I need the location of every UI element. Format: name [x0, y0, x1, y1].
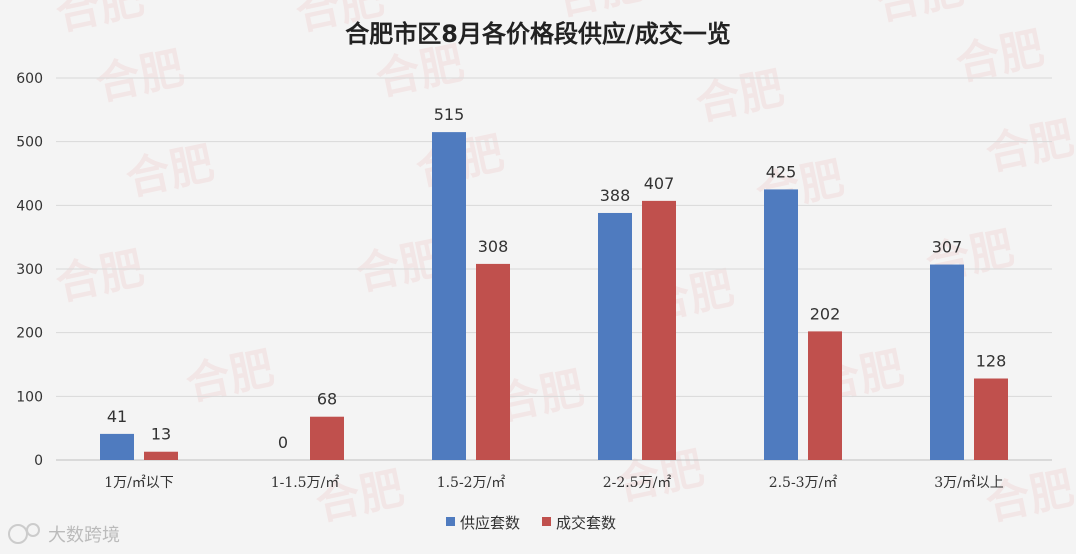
data-label-deal-1: 13	[151, 425, 171, 444]
bar-supply-3	[432, 132, 466, 460]
legend-label-1: 供应套数	[460, 514, 520, 532]
watermark-9: 合肥	[122, 138, 219, 206]
bar-deal-2	[310, 416, 344, 460]
y-tick-label-200: 200	[16, 326, 43, 342]
bar-series: 41 13 0 68 515 308 388 407 425 202 307 128	[100, 105, 1008, 461]
bar-deal-1	[144, 451, 178, 460]
watermark-1: 合肥	[52, 0, 149, 41]
data-label-deal-5: 202	[810, 304, 841, 323]
watermark-12: 合肥	[982, 113, 1076, 181]
bar-supply-4	[598, 212, 632, 460]
data-label-supply-4: 388	[600, 186, 631, 205]
y-tick-label-100: 100	[16, 389, 43, 405]
watermark-20: 合肥	[982, 463, 1076, 531]
x-category-label-6: 3万/㎡以上	[934, 475, 1004, 491]
watermark-5: 合肥	[92, 43, 189, 111]
brand-logo: 大数跨境	[8, 523, 120, 546]
watermark-21: 合肥	[312, 463, 409, 531]
data-label-deal-2: 68	[317, 390, 337, 409]
watermark-layer: 合肥合肥合肥合肥合肥合肥合肥合肥合肥合肥合肥合肥合肥合肥合肥合肥合肥合肥合肥合肥…	[52, 0, 1076, 531]
y-tick-label-0: 0	[34, 453, 43, 469]
legend-label-2: 成交套数	[556, 514, 616, 532]
x-category-label-2: 1-1.5万/㎡	[271, 475, 340, 491]
grid-lines	[56, 77, 1052, 461]
bar-supply-6	[930, 264, 964, 460]
chart-title: 合肥市区8月各价格段供应/成交一览	[345, 20, 730, 48]
data-label-deal-3: 308	[478, 237, 509, 256]
x-category-label-3: 1.5-2万/㎡	[437, 475, 506, 491]
legend-swatch-2	[542, 517, 551, 526]
legend-swatch-1	[446, 517, 455, 526]
x-category-label-1: 1万/㎡以下	[104, 475, 174, 491]
legend: 供应套数 成交套数	[446, 514, 616, 532]
data-label-supply-5: 425	[766, 162, 797, 181]
brand-source-label: 大数跨境	[48, 525, 120, 546]
data-label-supply-6: 307	[932, 238, 963, 257]
data-label-supply-2: 0	[278, 433, 288, 452]
x-category-label-4: 2-2.5万/㎡	[603, 475, 672, 491]
watermark-8: 合肥	[952, 23, 1049, 91]
y-tick-label-300: 300	[16, 262, 43, 278]
y-tick-label-400: 400	[16, 198, 43, 214]
watermark-17: 合肥	[182, 343, 279, 411]
data-label-supply-3: 515	[434, 105, 465, 124]
bar-supply-5	[764, 189, 798, 460]
bar-deal-3	[476, 263, 510, 460]
y-tick-label-500: 500	[16, 135, 43, 151]
watermark-4: 合肥	[872, 0, 969, 31]
data-label-supply-1: 41	[107, 407, 127, 426]
bar-supply-1	[100, 433, 134, 460]
data-label-deal-6: 128	[976, 352, 1007, 371]
y-tick-label-600: 600	[16, 71, 43, 87]
x-category-label-5: 2.5-3万/㎡	[769, 475, 838, 491]
y-axis: 0 100 200 300 400 500 600	[16, 71, 43, 469]
brand-logo-icon	[8, 523, 40, 544]
bar-deal-4	[642, 200, 676, 461]
bar-deal-5	[808, 331, 842, 460]
data-label-deal-4: 407	[644, 174, 675, 193]
x-axis: 1万/㎡以下 1-1.5万/㎡ 1.5-2万/㎡ 2-2.5万/㎡ 2.5-3万/㎡ 3万…	[104, 475, 1004, 491]
watermark-13: 合肥	[52, 243, 149, 311]
watermark-7: 合肥	[692, 63, 789, 131]
bar-deal-6	[974, 378, 1008, 460]
